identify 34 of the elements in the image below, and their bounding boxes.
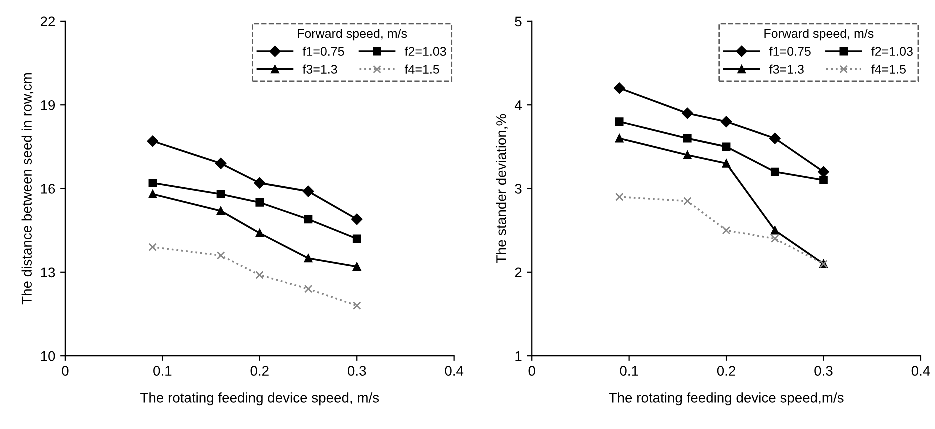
legend-title: Forward speed, m/s [764, 28, 874, 41]
x-tick-label: 0.3 [348, 366, 366, 376]
x-tick-label: 0 [62, 366, 69, 376]
legend-label: f1=0.75 [770, 46, 811, 56]
y-tick-label: 2 [515, 268, 522, 278]
x-tick-label: 0.4 [912, 366, 930, 376]
x-axis-title: The rotating feeding device speed,m/s [609, 392, 844, 406]
y-tick-label: 19 [41, 100, 56, 110]
legend-label: f3=1.3 [770, 64, 804, 74]
legend-label: f2=1.03 [872, 46, 913, 56]
x-tick-label: 0.1 [154, 366, 172, 376]
y-tick-label: 1 [516, 352, 522, 362]
x-axis-title: The rotating feeding device speed, m/s [140, 392, 380, 406]
y-axis-title: The distance between seed in row,cm [22, 73, 34, 305]
legend-label: f1=0.75 [302, 46, 344, 56]
y-tick-label: 10 [41, 351, 56, 362]
x-tick-label: 0.4 [445, 366, 464, 376]
y-tick-label: 5 [515, 16, 522, 27]
x-tick-label: 0.2 [717, 366, 736, 376]
y-tick-label: 4 [514, 100, 522, 110]
legend-label: f4=1.5 [404, 64, 440, 74]
y-tick-label: 22 [40, 16, 56, 26]
legend-title: Forward speed, m/s [298, 28, 408, 41]
x-tick-label: 0.2 [250, 366, 269, 376]
y-tick-label: 3 [515, 184, 522, 194]
legend-label: f2=1.03 [404, 46, 446, 56]
legend-label: f3=1.3 [302, 64, 338, 74]
y-axis-title: The stander deviation,% [496, 114, 508, 264]
x-tick-label: 0.1 [620, 366, 638, 376]
x-tick-label: 0.3 [814, 366, 833, 376]
x-tick-label: 0 [528, 366, 536, 376]
legend-label: f4=1.5 [872, 64, 906, 74]
y-tick-label: 16 [41, 184, 56, 194]
y-tick-label: 13 [41, 268, 56, 278]
